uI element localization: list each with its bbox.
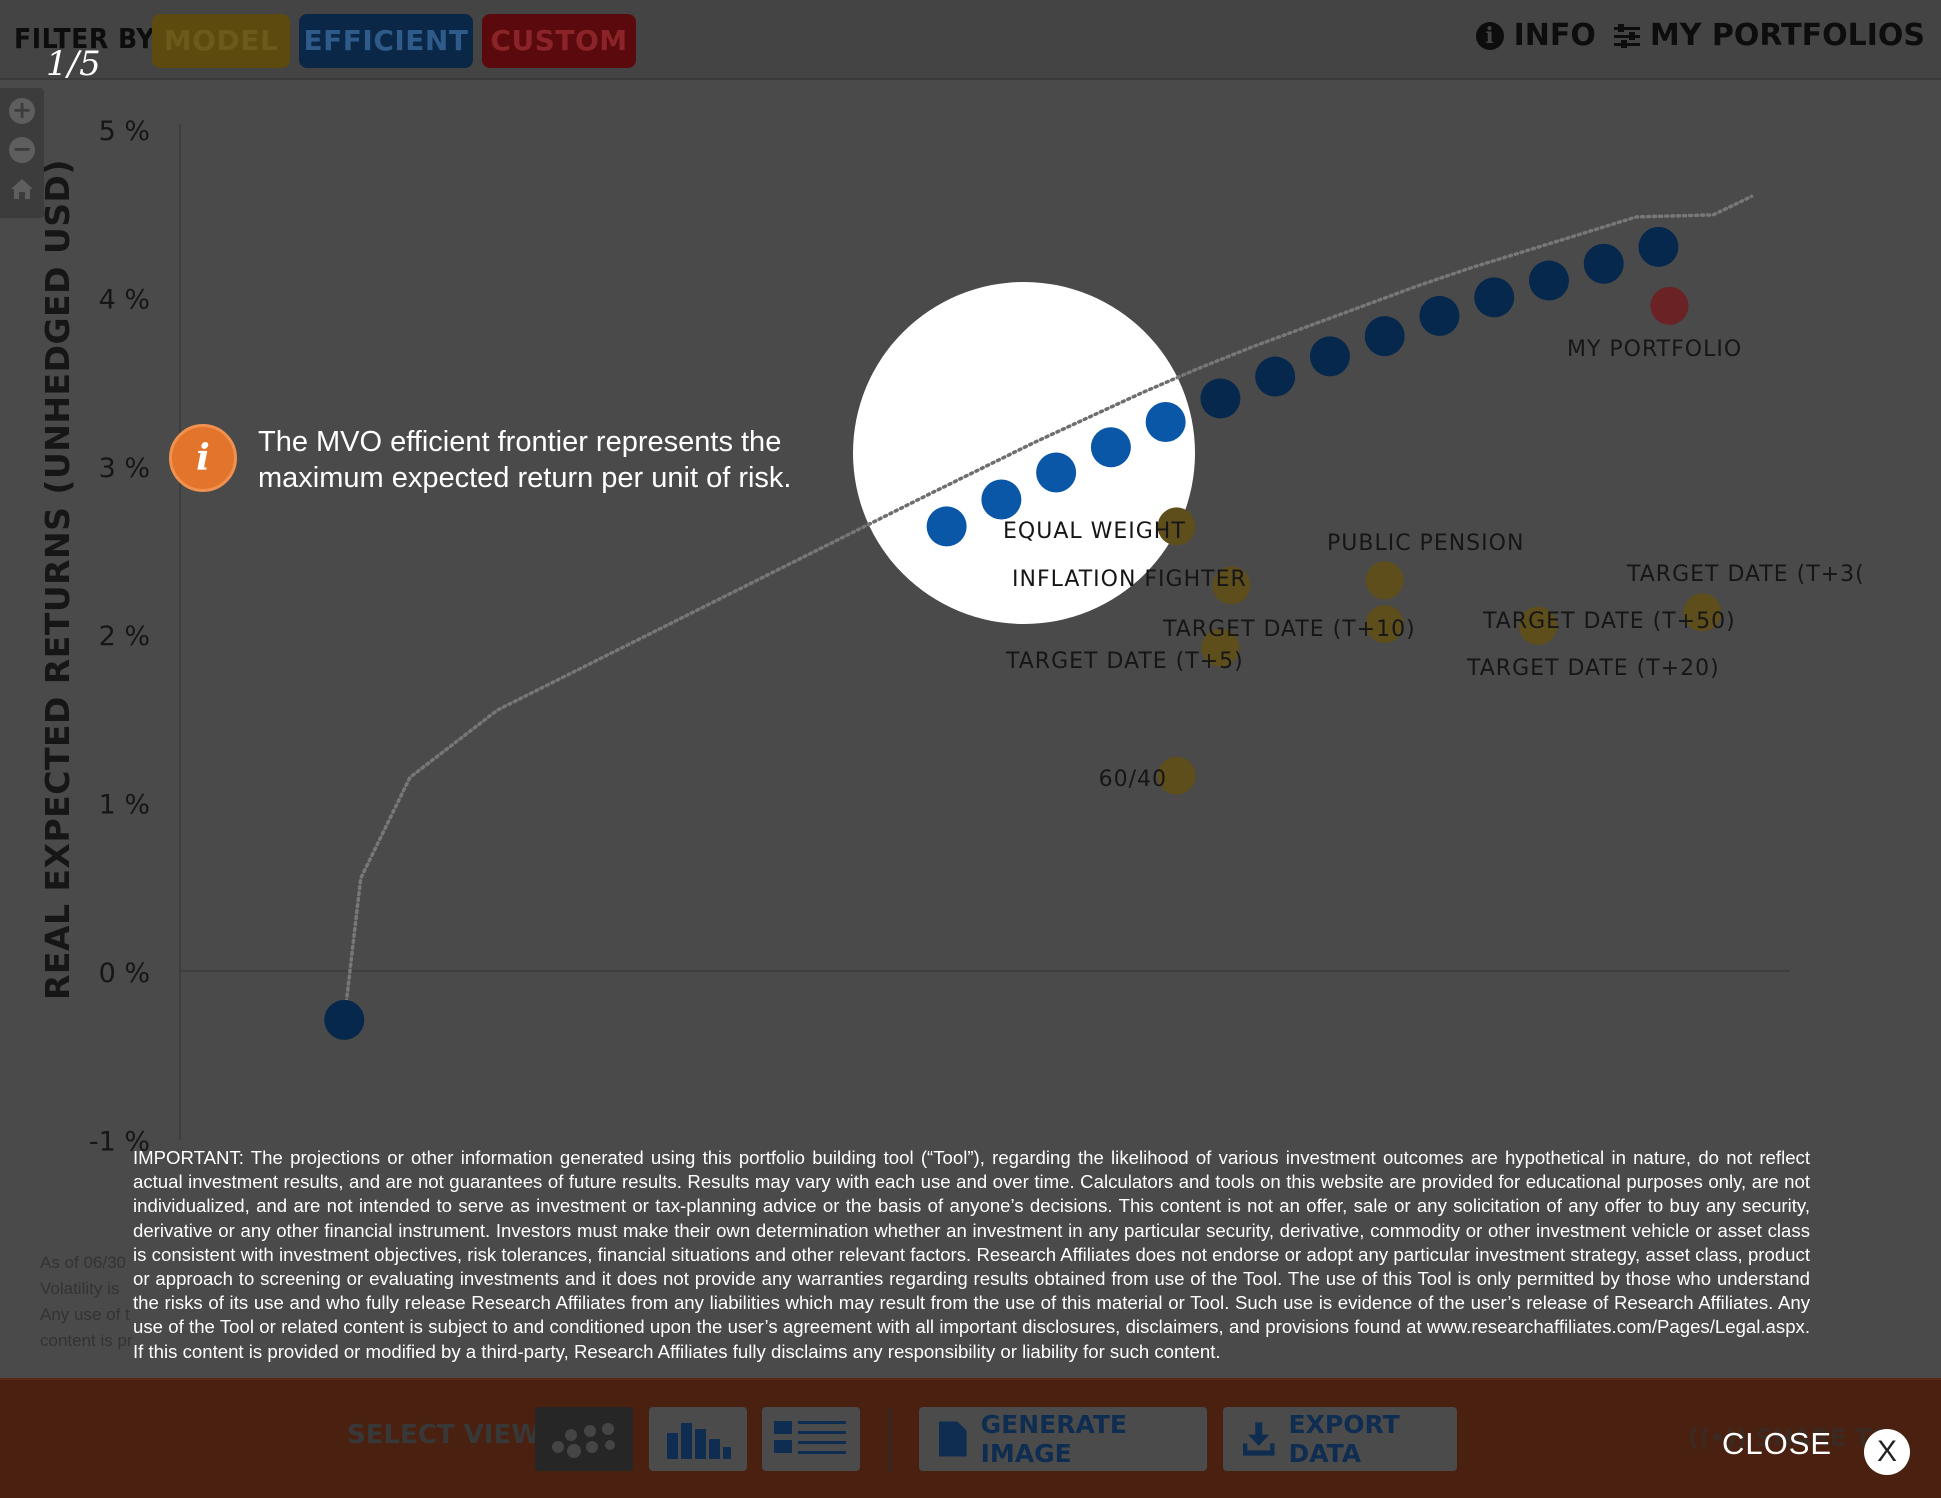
y-tick-label: 2 % (99, 621, 150, 652)
zoom-out-icon[interactable]: − (9, 137, 35, 163)
efficient-point (1638, 226, 1679, 267)
point-label: INFLATION FIGHTER (1012, 567, 1247, 592)
document-icon (939, 1421, 967, 1457)
efficient-point (324, 999, 365, 1040)
generate-image-label: GENERATE IMAGE (980, 1410, 1127, 1468)
disclaimer-text: IMPORTANT: The projections or other info… (133, 1147, 1810, 1362)
model-point (1157, 507, 1196, 546)
filter-custom-button[interactable]: CUSTOM (482, 14, 636, 68)
close-icon[interactable]: X (1864, 1429, 1910, 1475)
model-point (1519, 606, 1558, 645)
custom-point (1650, 286, 1689, 325)
slide-counter: 1/5 (46, 44, 101, 84)
info-callout-icon: i (169, 424, 237, 492)
my-portfolios-link[interactable]: MY PORTFOLIOS (1649, 18, 1925, 53)
model-point (1683, 593, 1722, 632)
toolbar-divider (889, 1408, 891, 1472)
zoom-in-icon[interactable]: + (9, 98, 35, 124)
efficient-frontier-line (342, 194, 1754, 1022)
efficient-point (1583, 243, 1624, 284)
point-label: 60/40 (1099, 767, 1167, 792)
point-label: TARGET DATE (T+10) (1162, 617, 1416, 642)
scatter-view-icon (552, 1423, 615, 1458)
model-point (1157, 756, 1196, 795)
top-bar: FILTER BY: MODEL EFFICIENT CUSTOM i INFO… (0, 0, 1941, 80)
point-label: TARGET DATE (T+3( (1626, 562, 1865, 587)
scatter-view-button[interactable] (535, 1407, 633, 1471)
note-line: As of 06/30 (40, 1253, 127, 1272)
y-axis-label: REAL EXPECTED RETURNS (UNHEDGED USD) (38, 158, 77, 1000)
home-icon[interactable] (9, 176, 35, 202)
efficient-point (1309, 336, 1350, 377)
bottom-toolbar: SELECT VIEW: GENERATE IMAGE (0, 1378, 1941, 1498)
y-tick-label: 4 % (99, 284, 150, 315)
point-label: TARGET DATE (T+50) (1482, 609, 1736, 634)
select-view-label: SELECT VIEW: (347, 1420, 550, 1450)
y-tick-label: 1 % (99, 790, 150, 821)
sliders-icon[interactable] (1613, 23, 1640, 48)
chart-notes: As of 06/30 Volatility is Any use of t c… (40, 1250, 160, 1354)
efficient-point (1419, 295, 1460, 336)
efficient-point (1200, 378, 1241, 419)
bar-chart-view-icon (667, 1423, 731, 1459)
y-tick-label: 3 % (99, 453, 150, 484)
point-label: EQUAL WEIGHT (1003, 519, 1186, 544)
list-view-icon (774, 1421, 846, 1454)
export-data-label: EXPORT DATA (1288, 1410, 1400, 1468)
scatter-chart: 5 % 4 % 3 % 2 % 1 % 0 % -1 % EQUAL WEIGHT INFLA… (89, 116, 1865, 1157)
efficient-point (1474, 277, 1515, 318)
y-tick-label: 5 % (99, 116, 150, 147)
y-tick-label: 0 % (99, 958, 150, 989)
efficient-point (926, 506, 967, 547)
model-point (1201, 628, 1240, 667)
callout-text: The MVO efficient frontier represents th… (258, 426, 792, 494)
model-point (1365, 561, 1404, 600)
efficient-point (1036, 452, 1077, 493)
bar-chart-view-button[interactable] (649, 1407, 747, 1471)
zoom-controls: + − (0, 88, 44, 218)
filter-label: FILTER BY: (14, 22, 164, 55)
generate-image-button[interactable]: GENERATE IMAGE (919, 1407, 1207, 1471)
point-label: PUBLIC PENSION (1327, 531, 1524, 556)
y-tick-label: -1 % (89, 1126, 150, 1157)
model-point (1212, 566, 1251, 605)
note-line: Volatility is (40, 1279, 120, 1298)
efficient-point (1255, 356, 1296, 397)
point-label: MY PORTFOLIO (1567, 337, 1742, 362)
point-label: TARGET DATE (T+5) (1005, 649, 1244, 674)
download-icon (1243, 1422, 1275, 1456)
info-link[interactable]: INFO (1513, 18, 1596, 53)
filter-model-button[interactable]: MODEL (152, 14, 290, 68)
top-right-nav: i INFO MY PORTFOLIOS (1475, 18, 1925, 53)
close-label[interactable]: CLOSE (1722, 1426, 1833, 1461)
filter-efficient-button[interactable]: EFFICIENT (299, 14, 473, 68)
efficient-point (1528, 260, 1569, 301)
note-line: Any use of t (40, 1305, 130, 1324)
export-data-button[interactable]: EXPORT DATA (1223, 1407, 1457, 1471)
note-line: content is pr (40, 1331, 133, 1350)
list-view-button[interactable] (762, 1407, 860, 1471)
efficient-point (1364, 316, 1405, 357)
efficient-point (1090, 427, 1131, 468)
efficient-point (981, 479, 1022, 520)
point-label: TARGET DATE (T+20) (1466, 656, 1720, 681)
model-point (1365, 605, 1404, 644)
info-icon[interactable]: i (1475, 21, 1504, 50)
efficient-point (1145, 402, 1186, 443)
